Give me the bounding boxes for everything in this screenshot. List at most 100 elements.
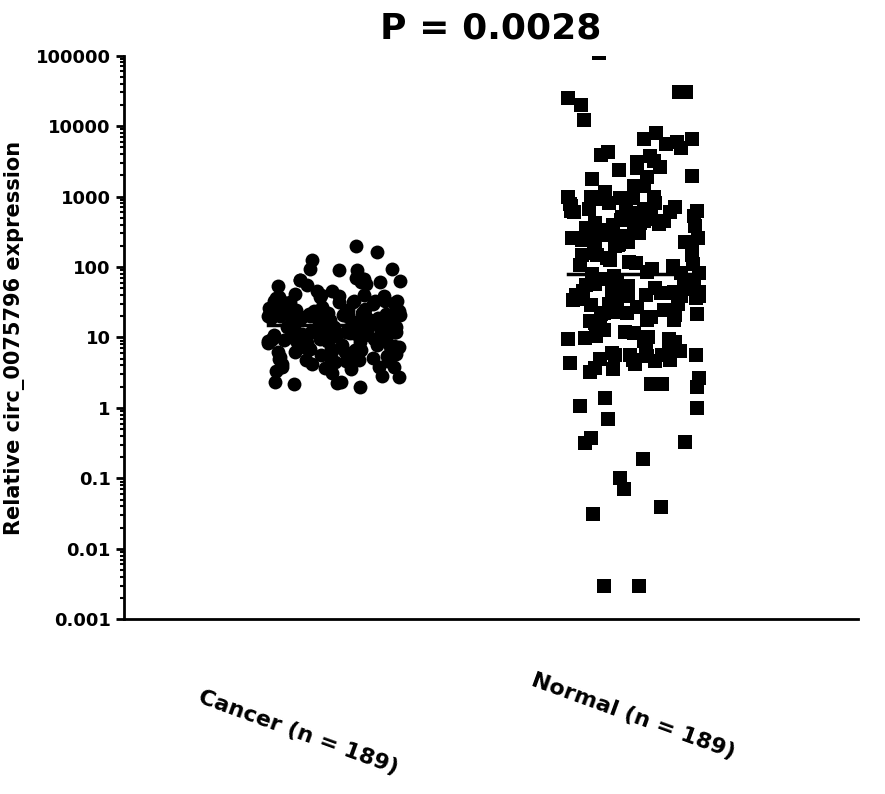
Point [288, 345, 302, 358]
Point [688, 220, 702, 233]
Point [657, 304, 671, 317]
Point [660, 287, 674, 299]
Point [578, 332, 592, 345]
Point [307, 305, 321, 318]
Point [285, 313, 299, 326]
Point [357, 288, 371, 301]
Point [289, 311, 304, 324]
Point [389, 300, 403, 313]
Point [381, 313, 395, 326]
Point [601, 146, 615, 159]
Point [353, 344, 367, 357]
Point [689, 307, 704, 320]
Point [640, 350, 654, 363]
Point [261, 334, 275, 347]
Point [349, 272, 363, 285]
Point [326, 331, 340, 344]
Point [605, 362, 620, 375]
Point [313, 291, 327, 304]
Point [315, 314, 329, 326]
Point [643, 150, 658, 163]
Point [689, 380, 704, 393]
Point [577, 114, 591, 127]
Point [271, 280, 285, 293]
Point [358, 329, 373, 341]
Point [643, 377, 658, 390]
Point [573, 291, 587, 304]
Point [644, 205, 658, 218]
Point [581, 233, 596, 245]
Point [334, 376, 348, 388]
Point [564, 200, 578, 213]
Point [327, 328, 342, 341]
Point [352, 353, 366, 366]
Point [319, 318, 334, 331]
Point [346, 295, 360, 308]
Point [612, 237, 626, 250]
Point [356, 272, 370, 285]
Point [302, 308, 316, 321]
Point [274, 295, 289, 307]
Point [690, 204, 704, 217]
Point [633, 217, 647, 229]
Point [310, 284, 324, 297]
Point [322, 313, 336, 326]
Point [685, 244, 699, 256]
Point [593, 317, 607, 330]
Point [292, 274, 306, 287]
Point [662, 333, 676, 345]
Point [621, 279, 635, 292]
Point [561, 333, 575, 345]
Point [589, 216, 603, 229]
Point [274, 360, 289, 373]
Point [594, 273, 608, 286]
Point [276, 304, 290, 317]
Point [666, 314, 681, 326]
Point [265, 333, 279, 345]
Point [272, 290, 286, 303]
Point [273, 350, 287, 363]
Point [678, 236, 692, 249]
Point [691, 289, 705, 302]
Point [678, 283, 692, 295]
Point [640, 265, 654, 278]
Point [375, 322, 389, 335]
Point [270, 295, 284, 308]
Point [594, 308, 608, 321]
Point [341, 309, 355, 322]
Point [563, 357, 577, 369]
Point [304, 254, 319, 267]
Point [578, 437, 592, 449]
Point [281, 299, 296, 312]
Point [602, 298, 616, 310]
Point [596, 226, 611, 239]
Point [679, 86, 693, 98]
Point [586, 508, 600, 521]
Point [347, 295, 361, 307]
Point [370, 339, 384, 352]
Point [277, 333, 291, 346]
Point [678, 435, 692, 448]
Point [607, 277, 621, 290]
Point [349, 315, 363, 328]
Point [388, 326, 402, 339]
Point [617, 483, 631, 495]
Point [332, 290, 346, 303]
Point [263, 305, 277, 318]
Point [682, 279, 696, 291]
Point [324, 343, 338, 356]
Point [685, 133, 699, 146]
Point [264, 312, 278, 325]
Point [304, 343, 318, 356]
Point [285, 330, 299, 343]
Point [325, 285, 339, 298]
Point [575, 234, 589, 247]
Point [671, 298, 685, 310]
Point [689, 349, 704, 361]
Point [626, 192, 640, 205]
Point [340, 355, 354, 368]
Point [315, 301, 329, 314]
Point [626, 353, 640, 366]
Point [637, 334, 651, 347]
Point [630, 161, 644, 174]
